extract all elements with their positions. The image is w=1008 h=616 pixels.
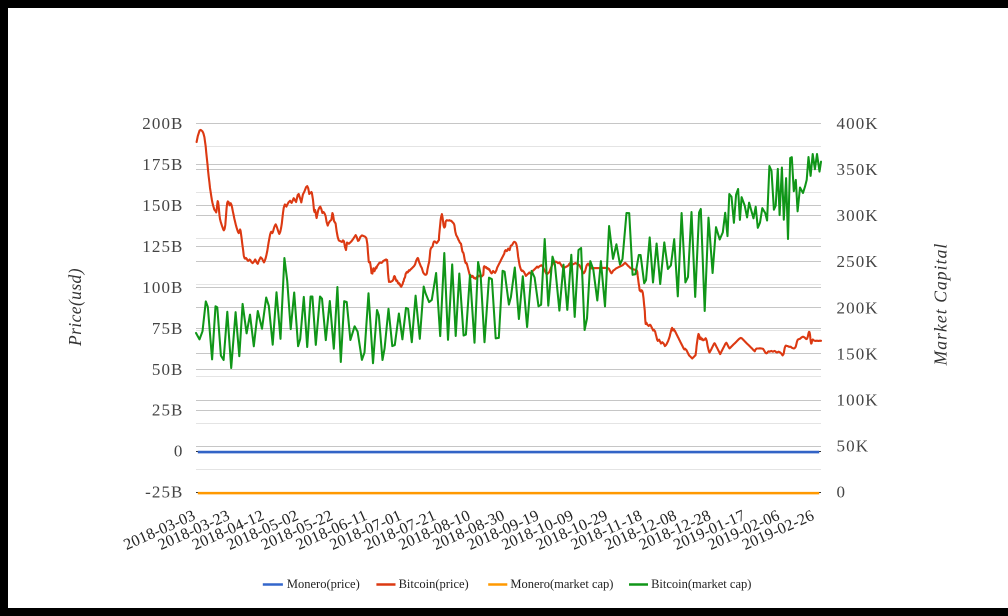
svg-text:150K: 150K <box>837 344 879 363</box>
svg-text:300K: 300K <box>837 206 879 225</box>
svg-text:50B: 50B <box>152 360 184 379</box>
svg-text:Monero(price): Monero(price) <box>287 577 360 591</box>
svg-text:Price(usd): Price(usd) <box>65 268 85 347</box>
svg-text:50K: 50K <box>837 437 870 456</box>
svg-text:100K: 100K <box>837 391 879 410</box>
svg-text:0: 0 <box>837 483 847 502</box>
svg-text:350K: 350K <box>837 160 879 179</box>
svg-text:100B: 100B <box>142 278 183 297</box>
svg-text:200B: 200B <box>142 114 183 133</box>
svg-text:-25B: -25B <box>145 483 183 502</box>
svg-text:150B: 150B <box>142 196 183 215</box>
svg-text:25B: 25B <box>152 401 184 420</box>
svg-text:125B: 125B <box>142 237 183 256</box>
svg-text:400K: 400K <box>837 114 879 133</box>
svg-text:Bitcoin(price): Bitcoin(price) <box>399 577 469 591</box>
svg-text:200K: 200K <box>837 298 879 317</box>
svg-text:250K: 250K <box>837 252 879 271</box>
svg-text:Bitcoin(market cap): Bitcoin(market cap) <box>651 577 751 591</box>
svg-text:Market Capital: Market Capital <box>931 243 951 367</box>
svg-text:0: 0 <box>174 442 184 461</box>
svg-text:Monero(market cap): Monero(market cap) <box>510 577 613 591</box>
svg-text:75B: 75B <box>152 319 184 338</box>
svg-text:175B: 175B <box>142 155 183 174</box>
